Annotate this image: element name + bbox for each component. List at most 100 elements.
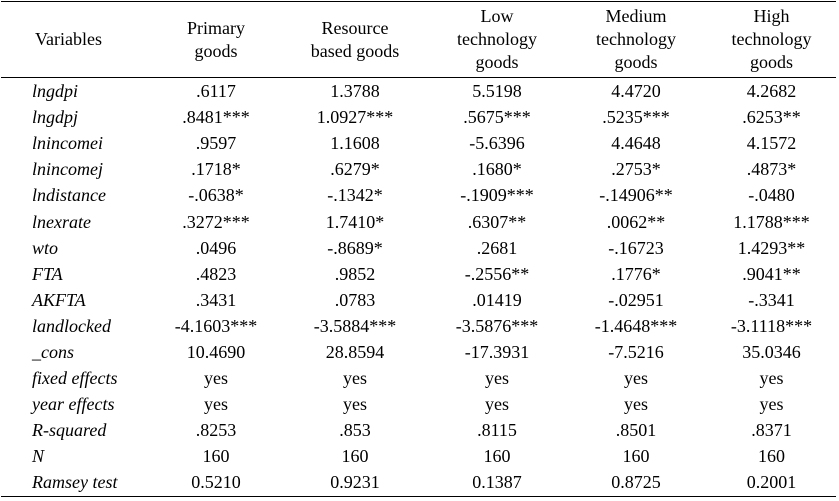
value-cell: .0496	[195, 237, 237, 258]
value-cell: 4.4648	[611, 133, 661, 154]
column-header-line: High	[753, 6, 790, 26]
column-header-line: technology	[731, 29, 812, 49]
value-cell: 1.3788	[330, 81, 380, 102]
value-cell: yes	[759, 394, 784, 415]
value-cell: 4.1572	[746, 133, 797, 154]
value-cell: .9852	[334, 263, 376, 284]
column-header-line: goods	[194, 40, 238, 61]
value-cell: -4.1603***	[174, 315, 258, 336]
value-cell: .6307**	[467, 211, 527, 232]
value-cell: -.14906**	[599, 185, 673, 206]
variable-name-cell: year effects	[32, 394, 115, 415]
value-cell: -3.5876***	[455, 315, 539, 336]
value-cell: .0783	[334, 289, 376, 310]
table-row: lnincomei .9597 1.1608 -5.6396 4.4648 4.1572	[1, 130, 836, 156]
value-cell: .3431	[195, 289, 237, 310]
value-cell: yes	[204, 368, 228, 389]
table-row: AKFTA .3431 .0783 .01419 -.02951 -.3341	[1, 287, 836, 313]
value-cell: .1718*	[191, 159, 241, 180]
value-cell: .2681	[476, 237, 518, 258]
value-cell: -.2556**	[464, 263, 530, 284]
value-cell: yes	[485, 368, 509, 389]
value-cell: yes	[343, 368, 367, 389]
table-row: lngdpi .6117 1.3788 5.5198 4.4720 4.2682	[1, 78, 836, 105]
value-cell: .4873*	[746, 159, 797, 180]
variable-name-cell: FTA	[32, 263, 63, 284]
variable-name-cell: R-squared	[32, 420, 107, 441]
table-row: lnexrate .3272*** 1.7410* .6307** .0062** 1.1…	[1, 208, 836, 234]
column-header-line: Variables	[35, 29, 102, 49]
table-row: Ramsey test 0.5210 0.9231 0.1387 0.8725 0.200…	[1, 469, 836, 497]
table-row: wto .0496 -.8689* .2681 -.16723 1.4293**	[1, 235, 836, 261]
value-cell: -.0638*	[188, 185, 244, 206]
table-row: fixed effects yes yes yes yes yes	[1, 365, 836, 391]
column-header: Resource based goods	[281, 1, 429, 78]
variable-name-cell: lnincomej	[32, 159, 103, 180]
table-row: year effects yes yes yes yes yes	[1, 391, 836, 417]
column-header-line: based goods	[310, 40, 400, 61]
variable-name-cell: wto	[32, 237, 59, 258]
value-cell: 160	[341, 446, 369, 467]
value-cell: .3272***	[182, 211, 250, 232]
table-row: lnincomej .1718* .6279* .1680* .2753* .4873*	[1, 156, 836, 182]
table-row: _cons 10.4690 28.8594 -17.3931 -7.5216 35.034…	[1, 339, 836, 365]
value-cell: .6279*	[330, 159, 380, 180]
column-header: Low technology goods	[429, 1, 565, 78]
value-cell: 35.0346	[742, 341, 801, 362]
value-cell: 1.7410*	[325, 211, 385, 232]
table-body: lngdpi .6117 1.3788 5.5198 4.4720 4.2682 lngdp…	[1, 78, 836, 497]
value-cell: .8501	[615, 420, 657, 441]
variable-name-cell: lnincomei	[32, 133, 103, 154]
value-cell: -7.5216	[608, 341, 664, 362]
value-cell: -.16723	[608, 237, 664, 258]
value-cell: 4.2682	[746, 81, 797, 102]
value-cell: .1680*	[472, 159, 522, 180]
value-cell: yes	[759, 368, 784, 389]
value-cell: yes	[624, 368, 648, 389]
table-row: lndistance -.0638* -.1342* -.1909*** -.14906…	[1, 182, 836, 208]
value-cell: 0.2001	[707, 469, 836, 497]
header-row: Variables Primary goods Resource based goods…	[1, 1, 836, 78]
variable-name-cell: fixed effects	[32, 368, 118, 389]
value-cell: 4.4720	[611, 81, 661, 102]
variable-name-cell: N	[32, 446, 45, 467]
value-cell: .1776*	[611, 263, 661, 284]
value-cell: -.02951	[608, 289, 664, 310]
value-cell: 10.4690	[186, 341, 246, 362]
value-cell: .8371	[751, 420, 792, 441]
value-cell: 160	[483, 446, 511, 467]
value-cell: .2753*	[611, 159, 661, 180]
table-row: landlocked -4.1603*** -3.5884*** -3.5876***…	[1, 313, 836, 339]
value-cell: .5675***	[463, 107, 531, 128]
value-cell: 5.5198	[472, 81, 522, 102]
value-cell: .853	[339, 420, 371, 441]
value-cell: 1.1608	[330, 133, 380, 154]
column-header-line: technology	[596, 29, 676, 49]
value-cell: .8253	[195, 420, 237, 441]
value-cell: .5235***	[602, 107, 670, 128]
value-cell: .8115	[477, 420, 517, 441]
value-cell: -3.5884***	[313, 315, 397, 336]
variable-name-cell: lndistance	[32, 185, 106, 206]
value-cell: -3.1118***	[730, 315, 813, 336]
value-cell: 160	[758, 446, 785, 467]
value-cell: .9597	[195, 133, 237, 154]
value-cell: 1.1788***	[733, 211, 810, 232]
value-cell: -1.4648***	[594, 315, 678, 336]
value-cell: .4823	[195, 263, 237, 284]
value-cell: 0.5210	[151, 469, 281, 497]
value-cell: yes	[624, 394, 648, 415]
table-row: N 160 160 160 160 160	[1, 443, 836, 469]
value-cell: -.3341	[748, 289, 795, 310]
column-header-line: Resource	[321, 17, 389, 38]
variable-name-cell: AKFTA	[32, 289, 86, 310]
column-header: High technology goods	[707, 1, 836, 78]
variable-name-cell: _cons	[32, 341, 74, 362]
value-cell: .01419	[472, 289, 522, 310]
value-cell: 160	[622, 446, 650, 467]
column-header-line: Low	[480, 6, 514, 26]
table-header: Variables Primary goods Resource based goods…	[1, 1, 836, 78]
value-cell: -17.3931	[464, 341, 530, 362]
